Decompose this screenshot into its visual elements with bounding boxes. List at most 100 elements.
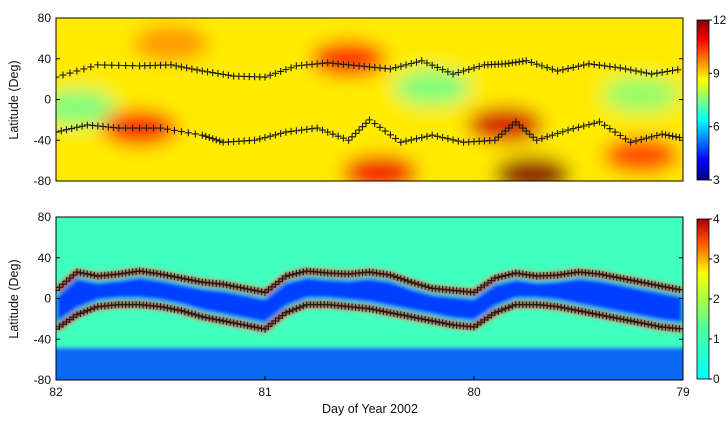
plus-marker	[623, 275, 631, 283]
x-tick-label: 82	[49, 385, 63, 399]
plus-marker	[425, 283, 433, 291]
plus-marker	[439, 134, 447, 142]
plus-marker	[400, 311, 408, 319]
plus-marker	[508, 302, 516, 310]
y-tick-label: 80	[38, 210, 52, 224]
plus-marker	[648, 70, 656, 78]
plus-marker	[648, 321, 656, 329]
plus-marker	[188, 310, 196, 318]
plus-marker	[444, 135, 452, 143]
plus-marker	[557, 303, 565, 311]
plus-marker	[637, 136, 645, 144]
plus-marker	[407, 60, 415, 68]
plus-marker	[611, 128, 619, 136]
plus-marker	[76, 269, 84, 277]
plus-marker	[653, 131, 661, 139]
plus-marker	[181, 308, 189, 316]
plus-marker	[56, 73, 60, 81]
plus-marker	[355, 126, 363, 134]
plus-marker	[348, 133, 356, 141]
plus-marker	[170, 273, 178, 281]
y-tick-label: -40	[34, 332, 52, 346]
plus-marker	[653, 69, 661, 77]
plus-marker	[261, 73, 269, 81]
plus-marker	[62, 277, 70, 285]
plus-marker	[526, 130, 534, 138]
plus-marker	[491, 309, 499, 317]
plus-marker	[543, 133, 551, 141]
plus-marker	[251, 136, 259, 144]
plus-marker	[421, 316, 429, 324]
plus-marker	[564, 305, 572, 313]
heatmap-blob	[132, 25, 209, 62]
plus-marker	[418, 281, 426, 289]
plus-marker	[56, 325, 60, 333]
plus-marker	[575, 123, 582, 131]
plus-marker	[177, 274, 185, 282]
plus-marker	[418, 134, 426, 142]
colorbar-tick-label: 9	[713, 66, 720, 80]
plus-marker	[449, 70, 457, 78]
plus-marker	[266, 71, 274, 79]
plus-marker	[590, 61, 598, 69]
plus-marker	[411, 314, 419, 322]
plus-marker	[428, 131, 436, 139]
plus-marker	[129, 124, 137, 132]
plus-marker	[258, 288, 266, 296]
plus-marker	[157, 270, 164, 278]
plus-marker	[599, 271, 607, 279]
plus-marker	[519, 124, 527, 132]
plus-marker	[630, 318, 638, 326]
plus-marker	[658, 130, 666, 138]
plus-marker	[606, 313, 614, 321]
heatmap-band	[56, 277, 683, 323]
plus-marker	[559, 128, 567, 136]
plus-marker	[413, 135, 421, 143]
heatmap-blob	[341, 154, 418, 181]
plus-marker	[160, 303, 168, 311]
plus-marker	[554, 67, 562, 75]
top-plus-markers	[56, 57, 683, 146]
plus-marker	[209, 69, 217, 77]
plus-marker	[390, 309, 398, 317]
plus-marker	[508, 270, 516, 278]
plus-marker	[90, 304, 98, 312]
plus-marker	[580, 61, 588, 69]
plus-marker	[219, 280, 227, 288]
x-tick-label: 80	[467, 385, 481, 399]
heatmap-blob	[467, 106, 544, 143]
colorbar-tick-label: 2	[713, 292, 720, 306]
plus-marker	[216, 137, 224, 145]
top-colorbar-ticks: 12 9 6 3	[709, 13, 727, 187]
plus-marker	[561, 304, 569, 312]
plus-marker	[289, 270, 297, 278]
plus-marker	[167, 61, 175, 69]
plus-marker	[150, 124, 158, 132]
colorbar-tick-label: 1	[713, 332, 720, 346]
plus-marker	[285, 307, 293, 315]
plus-marker	[195, 312, 203, 320]
plus-marker	[505, 271, 513, 279]
plus-marker	[83, 307, 91, 315]
plus-marker	[313, 124, 321, 132]
plus-marker	[292, 305, 300, 313]
plus-marker	[609, 273, 617, 281]
plus-marker	[90, 271, 98, 279]
plus-marker	[662, 283, 670, 291]
plus-marker	[648, 280, 656, 288]
plus-marker	[616, 131, 624, 139]
x-axis-label: Day of Year 2002	[322, 402, 418, 416]
plus-marker	[369, 305, 377, 313]
plus-marker	[76, 309, 84, 317]
plus-marker	[606, 63, 614, 71]
plus-marker	[630, 277, 638, 285]
heatmap-blob	[603, 76, 680, 113]
plus-marker	[282, 66, 290, 74]
plus-marker	[613, 314, 621, 322]
plus-marker	[491, 274, 499, 282]
plus-marker	[392, 135, 400, 143]
plus-marker	[157, 124, 164, 132]
plus-marker	[299, 268, 307, 276]
plus-marker	[622, 65, 630, 73]
plus-marker	[188, 276, 196, 284]
